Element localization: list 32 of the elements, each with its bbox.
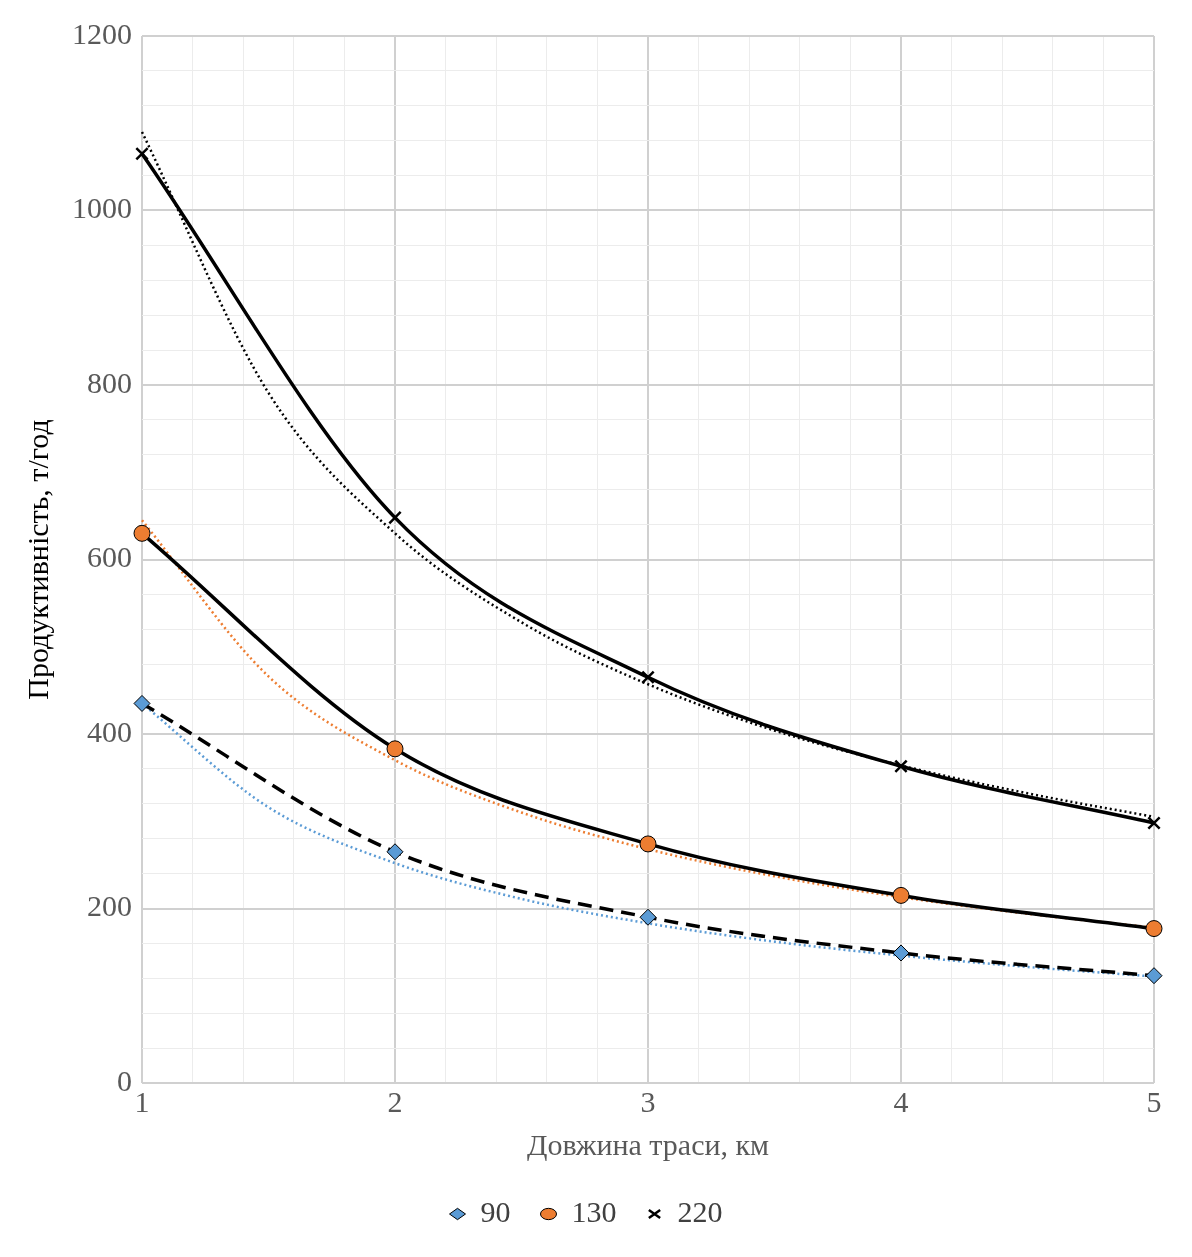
point — [1147, 816, 1161, 830]
point — [639, 908, 657, 926]
point — [135, 146, 149, 161]
point — [388, 510, 402, 525]
point — [1145, 920, 1163, 938]
x-tick-label: 2 — [387, 1084, 403, 1118]
x-tick-label: 5 — [1146, 1084, 1162, 1118]
point — [892, 944, 910, 962]
x-axis-title: Довжина траси, км — [526, 1127, 770, 1161]
point — [133, 694, 151, 712]
x-tick-label: 3 — [640, 1084, 656, 1118]
point — [641, 670, 655, 685]
y-tick-label: 0 — [117, 1063, 132, 1097]
point — [892, 886, 910, 904]
y-tick-label: 1000 — [72, 191, 132, 225]
y-tick-label: 600 — [87, 540, 132, 574]
x-tick-label: 4 — [893, 1084, 909, 1118]
point — [386, 843, 404, 861]
point — [1145, 967, 1163, 985]
y-tick-label: 200 — [87, 889, 132, 923]
legend-label: 220 — [677, 1194, 723, 1228]
y-tick-label: 1200 — [72, 16, 132, 50]
point — [639, 835, 657, 853]
y-axis-title: Продуктивність, т/год — [20, 419, 54, 700]
point — [386, 740, 404, 758]
y-tick-label: 400 — [87, 714, 132, 748]
y-tick-label: 800 — [87, 365, 132, 399]
point — [894, 759, 908, 774]
point — [133, 524, 151, 542]
legend-label: 130 — [571, 1194, 617, 1228]
legend-label: 90 — [480, 1194, 511, 1228]
x-tick-label: 1 — [134, 1084, 150, 1118]
